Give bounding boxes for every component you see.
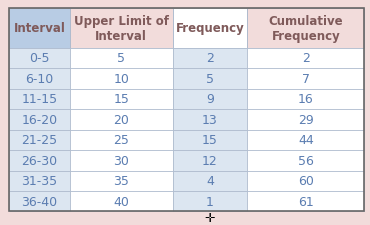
Bar: [247, 191, 364, 212]
Bar: [70, 110, 173, 130]
Bar: [247, 171, 364, 191]
Text: 21-25: 21-25: [21, 134, 57, 147]
Bar: [9, 171, 70, 191]
Bar: [70, 130, 173, 150]
Bar: [9, 130, 70, 150]
Text: 2: 2: [206, 52, 214, 65]
Text: 0-5: 0-5: [29, 52, 50, 65]
Text: 2: 2: [302, 52, 310, 65]
Text: 4: 4: [206, 174, 214, 187]
Text: 7: 7: [302, 73, 310, 86]
Text: 5: 5: [206, 73, 214, 86]
Text: 26-30: 26-30: [21, 154, 57, 167]
Text: ✛: ✛: [205, 211, 215, 224]
Bar: [9, 150, 70, 171]
Text: 9: 9: [206, 93, 214, 106]
Text: 40: 40: [113, 195, 129, 208]
Bar: [70, 150, 173, 171]
Bar: [70, 191, 173, 212]
Bar: [70, 9, 173, 49]
Text: 5: 5: [117, 52, 125, 65]
Bar: [247, 89, 364, 110]
Text: 30: 30: [113, 154, 129, 167]
Bar: [173, 49, 247, 69]
Text: 15: 15: [202, 134, 218, 147]
Text: 15: 15: [113, 93, 129, 106]
Text: Interval: Interval: [13, 22, 65, 35]
Bar: [173, 130, 247, 150]
Text: 56: 56: [298, 154, 314, 167]
Text: 29: 29: [298, 113, 314, 126]
Bar: [247, 110, 364, 130]
Bar: [247, 130, 364, 150]
Text: 12: 12: [202, 154, 218, 167]
Bar: [247, 49, 364, 69]
Text: 16: 16: [298, 93, 314, 106]
Bar: [9, 9, 70, 49]
Text: 13: 13: [202, 113, 218, 126]
Text: 44: 44: [298, 134, 314, 147]
Bar: [9, 69, 70, 89]
Bar: [173, 89, 247, 110]
Bar: [173, 110, 247, 130]
Text: 35: 35: [113, 174, 129, 187]
Text: 25: 25: [113, 134, 129, 147]
Bar: [9, 9, 364, 211]
Bar: [70, 69, 173, 89]
Bar: [9, 191, 70, 212]
Text: Cumulative
Frequency: Cumulative Frequency: [269, 15, 343, 43]
Text: 6-10: 6-10: [25, 73, 54, 86]
Bar: [70, 49, 173, 69]
Text: 20: 20: [113, 113, 129, 126]
Text: 36-40: 36-40: [21, 195, 57, 208]
Bar: [173, 9, 247, 49]
Bar: [247, 9, 364, 49]
Text: Upper Limit of
Interval: Upper Limit of Interval: [74, 15, 169, 43]
Text: 1: 1: [206, 195, 214, 208]
Bar: [70, 89, 173, 110]
Text: 61: 61: [298, 195, 314, 208]
Bar: [173, 69, 247, 89]
Text: 10: 10: [113, 73, 129, 86]
Bar: [70, 171, 173, 191]
Text: 16-20: 16-20: [21, 113, 57, 126]
Bar: [9, 49, 70, 69]
Bar: [173, 171, 247, 191]
Bar: [173, 191, 247, 212]
Text: Frequency: Frequency: [175, 22, 244, 35]
Bar: [247, 150, 364, 171]
Text: 31-35: 31-35: [21, 174, 57, 187]
Bar: [173, 150, 247, 171]
Text: 60: 60: [298, 174, 314, 187]
Text: 11-15: 11-15: [21, 93, 57, 106]
Bar: [9, 110, 70, 130]
Bar: [9, 89, 70, 110]
Bar: [247, 69, 364, 89]
